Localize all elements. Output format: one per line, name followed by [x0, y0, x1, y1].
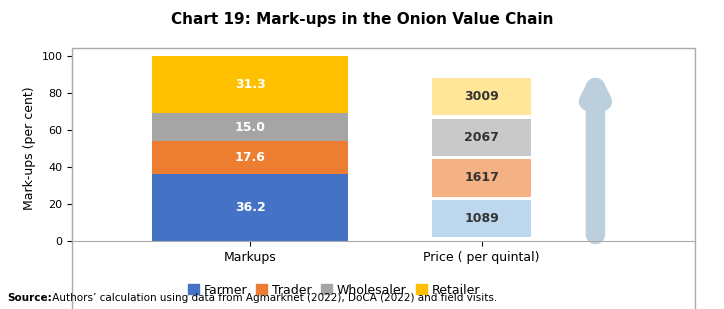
Bar [432, 200, 531, 237]
Bar [432, 119, 531, 156]
Text: 17.6: 17.6 [235, 151, 266, 164]
Bar [153, 174, 348, 241]
Text: 31.3: 31.3 [235, 78, 266, 91]
Text: 36.2: 36.2 [235, 201, 266, 214]
Text: Chart 19: Mark-ups in the Onion Value Chain: Chart 19: Mark-ups in the Onion Value Ch… [171, 12, 553, 28]
Text: 3009: 3009 [464, 90, 499, 103]
Text: 1617: 1617 [464, 171, 499, 184]
Text: 1089: 1089 [464, 212, 499, 225]
Bar [153, 113, 348, 141]
Y-axis label: Mark-ups (per cent): Mark-ups (per cent) [23, 87, 36, 210]
Bar [432, 78, 531, 115]
Bar [153, 55, 348, 113]
Bar [432, 159, 531, 197]
Text: Authors’ calculation using data from Agmarknet (2022), DoCA (2022) and field vis: Authors’ calculation using data from Agm… [49, 293, 497, 303]
Bar [72, 48, 695, 309]
Text: Source:: Source: [7, 293, 52, 303]
Text: 15.0: 15.0 [235, 121, 266, 134]
Bar [153, 141, 348, 174]
Legend: Farmer, Trader, Wholesaler, Retailer: Farmer, Trader, Wholesaler, Retailer [182, 278, 485, 302]
Text: 2067: 2067 [464, 131, 499, 144]
